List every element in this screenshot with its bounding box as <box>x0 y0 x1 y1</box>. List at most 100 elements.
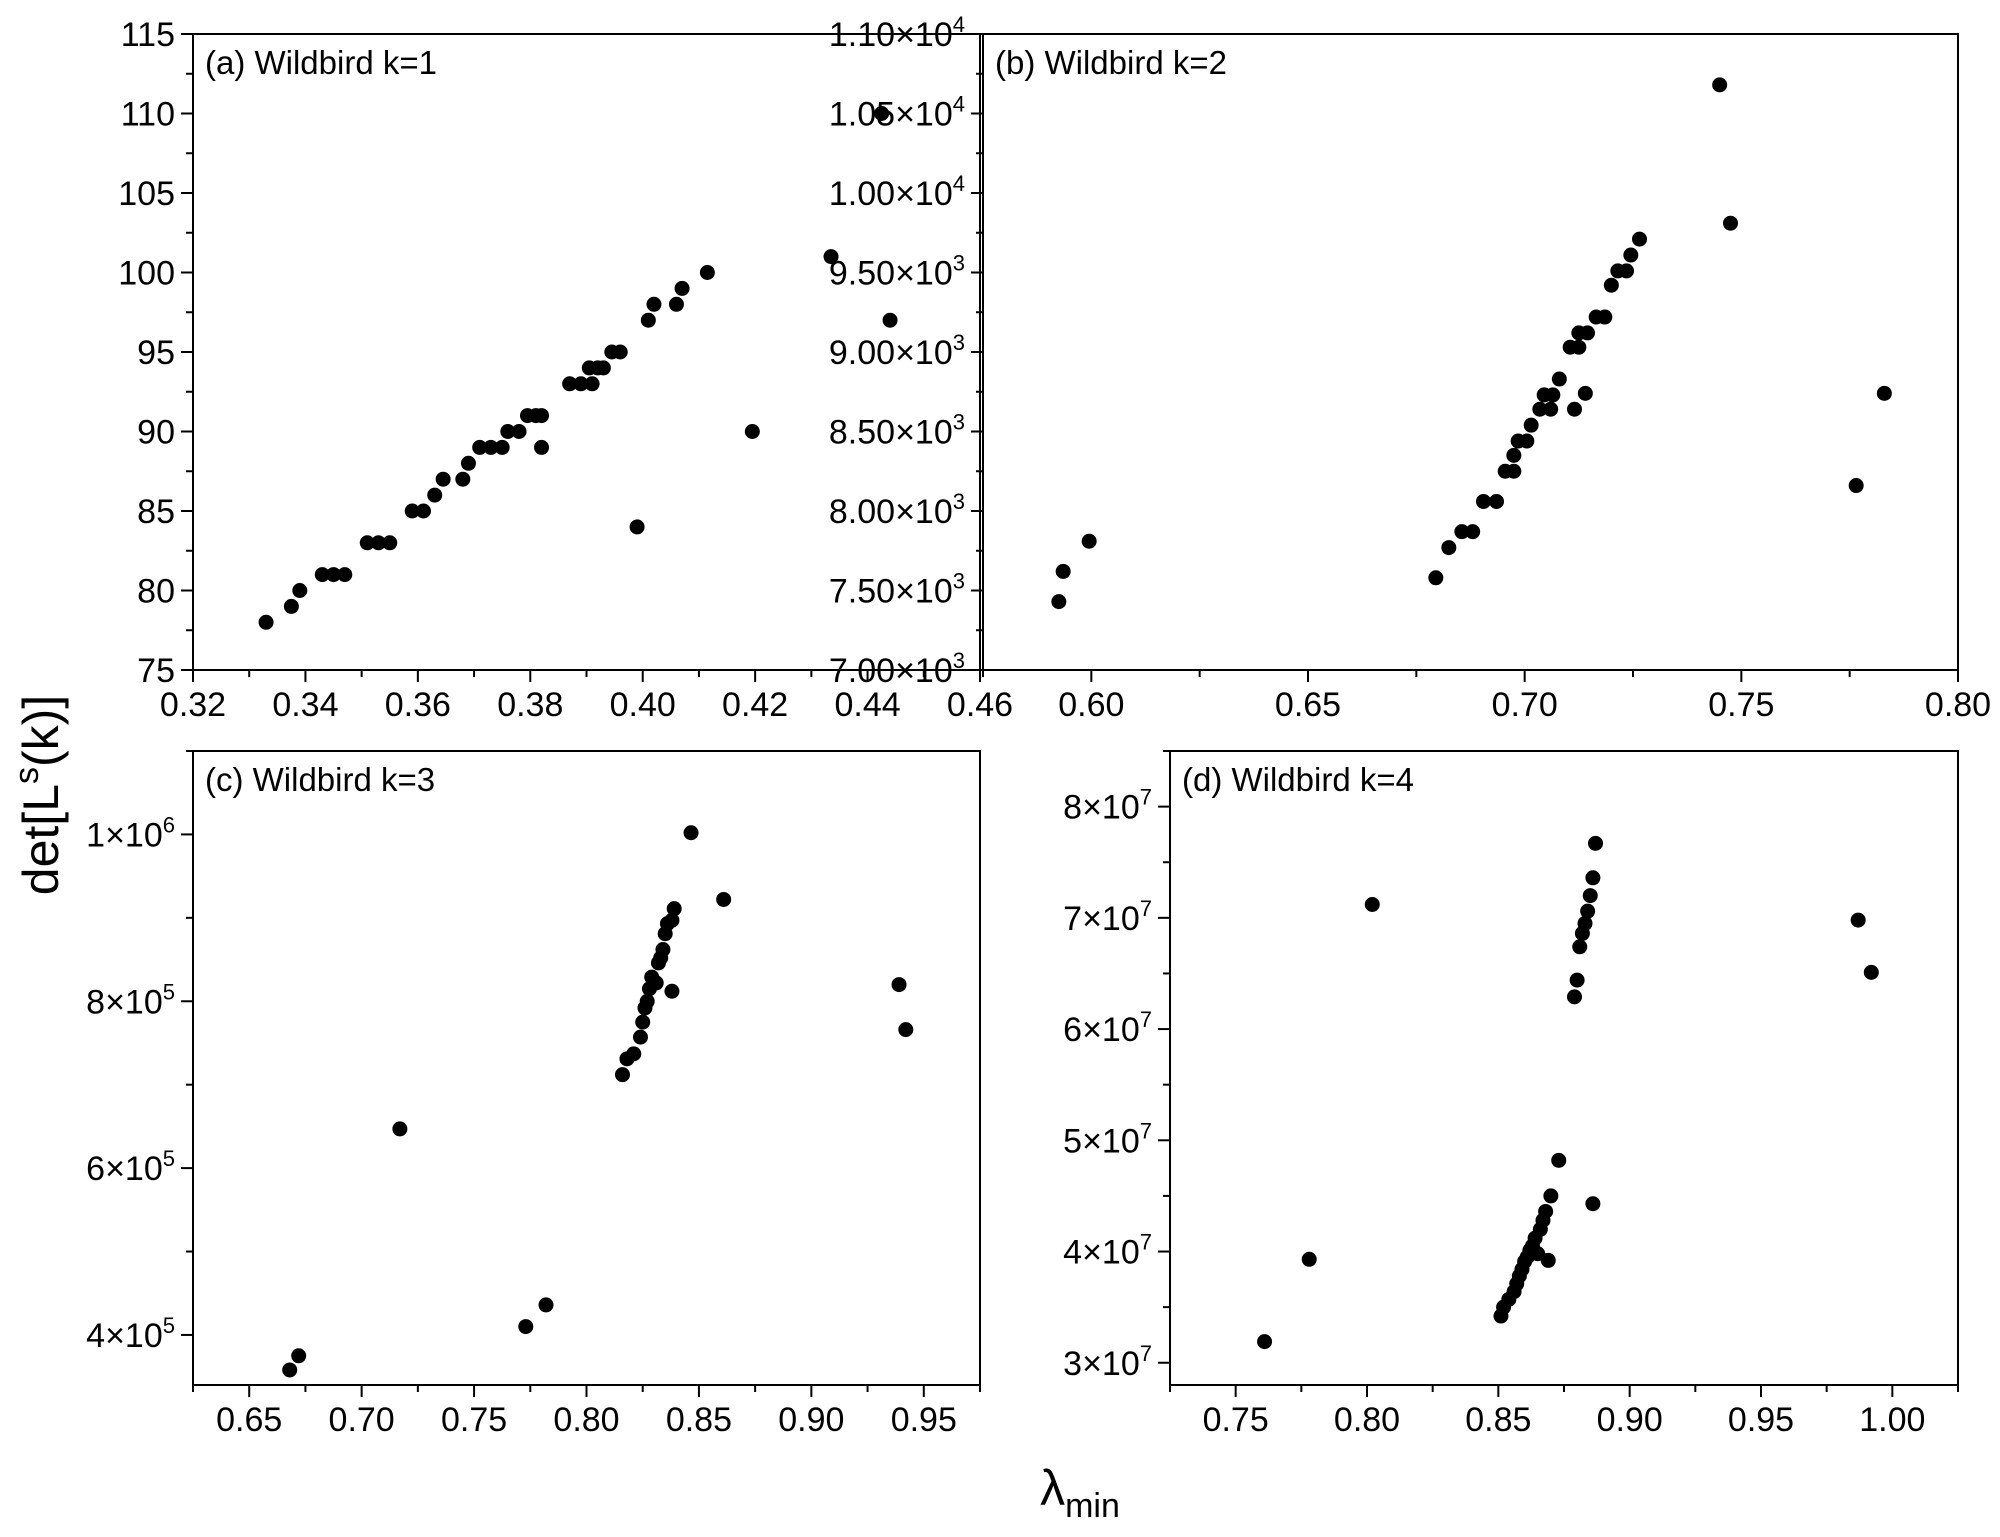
y-tick-label: 8.50×103 <box>829 410 965 452</box>
y-tick-label: 110 <box>121 96 175 134</box>
data-point <box>1532 401 1548 417</box>
data-point <box>500 424 516 439</box>
data-point <box>427 487 443 503</box>
data-point <box>1597 309 1613 325</box>
data-point <box>1723 215 1738 231</box>
data-point <box>1551 371 1567 387</box>
data-point <box>1863 964 1879 980</box>
data-point <box>1465 524 1481 540</box>
data-point <box>648 975 664 991</box>
data-point <box>614 1067 630 1083</box>
y-tick-label: 8.00×103 <box>829 489 965 531</box>
y-tick-label: 9.50×103 <box>829 251 965 293</box>
x-tick-label: 0.70 <box>1492 686 1558 724</box>
data-point <box>1051 594 1067 610</box>
x-tick-label: 0.32 <box>160 686 226 724</box>
data-point <box>1476 493 1491 509</box>
data-point <box>1506 447 1522 463</box>
data-point <box>518 1319 534 1335</box>
data-point <box>1454 524 1470 540</box>
x-tick-label: 0.44 <box>834 686 900 724</box>
data-point <box>1619 263 1634 279</box>
y-tick-label: 1.05×104 <box>829 92 965 134</box>
data-point <box>1603 277 1619 293</box>
data-point <box>1567 401 1582 417</box>
data-point <box>646 296 662 312</box>
y-tick-label: 9.00×103 <box>829 330 965 372</box>
data-point <box>1519 433 1535 449</box>
y-tick-label: 1.10×104 <box>829 12 965 54</box>
x-tick-label: 0.38 <box>497 686 563 724</box>
panel-b: 0.60 0.65 0.70 0.75 0.80 7.00×103 7.50×103 8.00… <box>829 12 1991 724</box>
data-point <box>1623 247 1639 263</box>
y-tick-label: 6×107 <box>1063 1007 1152 1049</box>
x-tick-label: 0.80 <box>553 1401 619 1439</box>
x-tick-label: 0.40 <box>610 686 676 724</box>
y-tick-label: 95 <box>137 334 175 372</box>
data-point <box>1588 835 1604 851</box>
data-point <box>626 1046 642 1062</box>
data-point <box>1489 493 1504 509</box>
data-point <box>359 535 375 551</box>
data-point <box>1538 1203 1554 1219</box>
data-point <box>392 1121 408 1137</box>
data-point <box>1301 1251 1317 1267</box>
data-point <box>258 614 274 630</box>
data-point <box>1850 912 1866 928</box>
y-tick-label: 7×107 <box>1063 896 1152 938</box>
y-tick-label: 6×105 <box>86 1146 175 1188</box>
x-tick-label: 0.65 <box>1275 686 1341 724</box>
x-tick-label: 0.85 <box>666 1401 732 1439</box>
y-tick-label: 105 <box>118 175 175 213</box>
y-tick-label: 8×105 <box>86 979 175 1021</box>
y-tick-label: 75 <box>137 652 175 690</box>
data-point <box>435 471 451 487</box>
data-point <box>1551 1152 1567 1168</box>
data-point <box>668 296 684 312</box>
data-point <box>683 825 699 841</box>
data-point <box>1523 417 1539 433</box>
data-point <box>874 106 890 121</box>
x-tick-label: 0.70 <box>329 1401 395 1439</box>
data-point <box>291 1348 307 1364</box>
data-point <box>534 439 550 455</box>
data-point <box>292 583 308 598</box>
data-point <box>1506 463 1522 479</box>
data-point <box>635 1014 651 1030</box>
y-tick-label: 8×107 <box>1063 785 1152 827</box>
data-point <box>1848 478 1864 494</box>
data-point <box>1545 387 1561 403</box>
x-tick-label: 0.80 <box>1334 1401 1400 1439</box>
data-point <box>1428 570 1444 586</box>
data-point <box>595 360 611 376</box>
data-point <box>1585 870 1601 886</box>
data-point <box>666 901 682 917</box>
data-point <box>404 503 420 519</box>
data-point <box>562 376 578 392</box>
data-point <box>415 503 431 519</box>
y-tick-label: 115 <box>121 16 175 54</box>
y-tick-label: 1.00×104 <box>829 171 965 213</box>
plot-frame <box>982 33 1959 671</box>
x-tick-label: 0.95 <box>1728 1401 1794 1439</box>
data-point <box>1540 1252 1556 1268</box>
data-point <box>1364 896 1380 912</box>
data-point <box>283 598 299 614</box>
data-point <box>744 424 760 439</box>
x-tick-label: 0.60 <box>1058 686 1124 724</box>
x-tick-label: 0.90 <box>1597 1401 1663 1439</box>
x-tick-label: 0.34 <box>272 686 338 724</box>
data-point <box>716 891 732 907</box>
y-tick-label: 80 <box>137 573 175 611</box>
data-point <box>664 983 680 999</box>
y-tick-label: 7.50×103 <box>829 569 965 611</box>
panel-label: (d) Wildbird k=4 <box>1182 761 1414 798</box>
data-point <box>612 344 628 360</box>
x-tick-label: 0.85 <box>1465 1401 1531 1439</box>
x-tick-label: 0.36 <box>385 686 451 724</box>
plot-frame <box>1169 750 1959 1386</box>
y-tick-label: 4×105 <box>86 1313 175 1355</box>
panel-d: 0.75 0.80 0.85 0.90 0.95 1.00 3×107 4×107 5×107 6… <box>1063 750 1959 1439</box>
data-point <box>573 376 589 392</box>
